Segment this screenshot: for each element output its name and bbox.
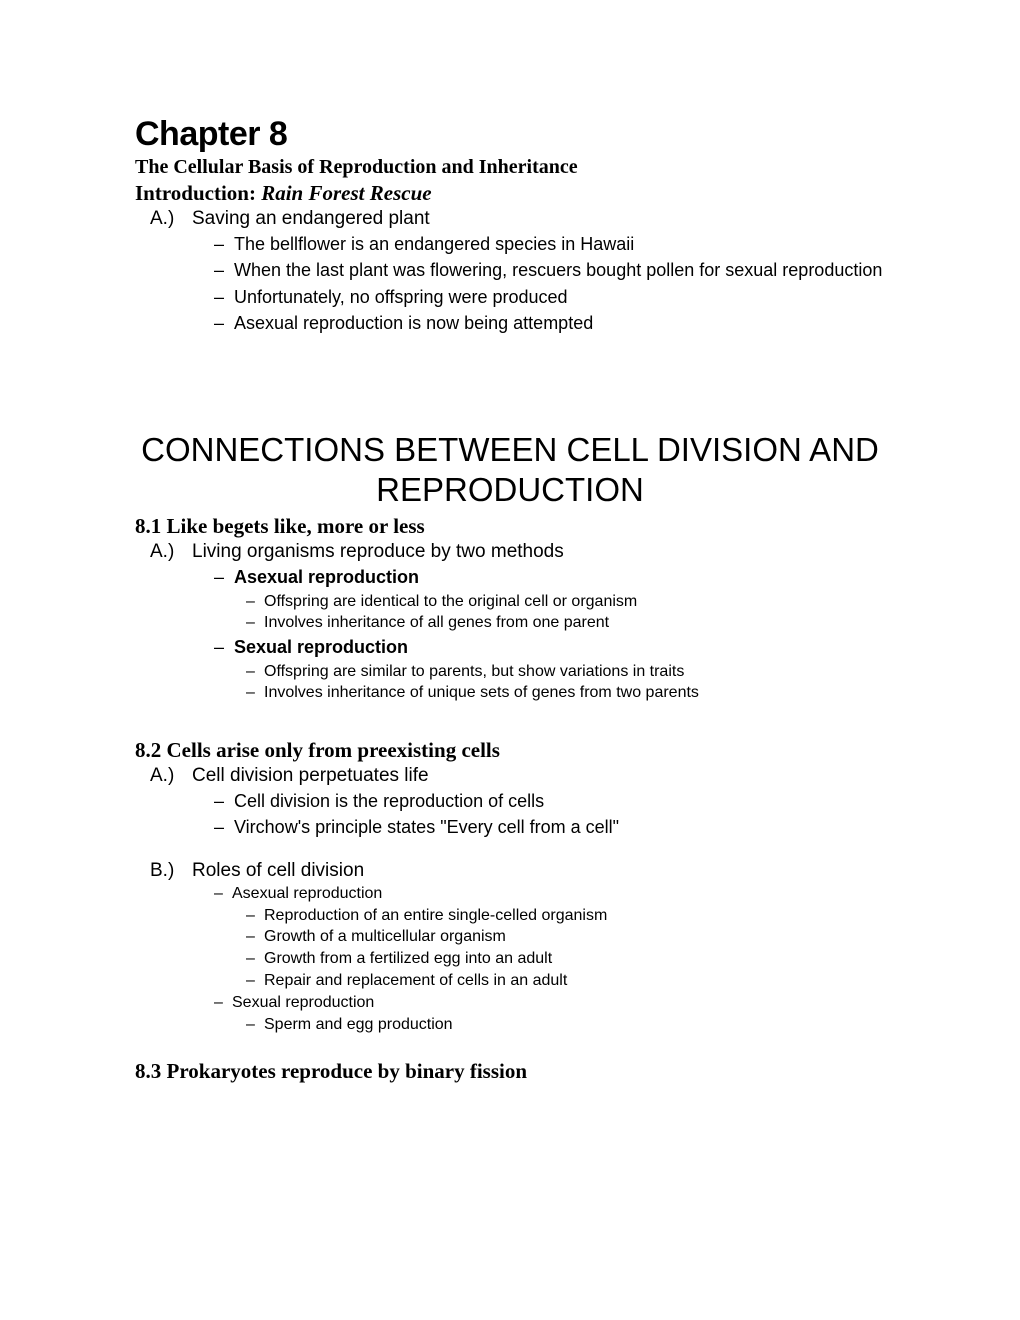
dash-icon: – [246, 1015, 264, 1036]
bullet-text: Sexual reproduction [232, 993, 374, 1014]
intro-list: A.) Saving an endangered plant –The bell… [135, 208, 885, 335]
list-marker: A.) [150, 208, 192, 230]
bullet-text: The bellflower is an endangered species … [234, 232, 634, 256]
sub-bullet-item: –Repair and replacement of cells in an a… [246, 971, 885, 992]
bullet-item: –Virchow's principle states "Every cell … [214, 815, 885, 839]
dash-icon: – [214, 884, 232, 905]
bullet-text: Asexual reproduction is now being attemp… [234, 311, 593, 335]
dash-icon: – [246, 592, 264, 613]
sub-bullet-text: Growth from a fertilized egg into an adu… [264, 949, 552, 970]
sub-bullet-item: –Offspring are identical to the original… [246, 592, 885, 613]
chapter-title: Chapter 8 [135, 115, 885, 154]
sub-bullet-text: Growth of a multicellular organism [264, 927, 506, 948]
list-item-A: A.) Living organisms reproduce by two me… [150, 541, 885, 563]
bullet-item: –The bellflower is an endangered species… [214, 232, 885, 256]
list-item-A: A.) Saving an endangered plant [150, 208, 885, 230]
bullet-text: Asexual reproduction [232, 884, 382, 905]
dash-icon: – [214, 232, 234, 256]
dash-icon: – [246, 971, 264, 992]
sub-bullet-item: –Sperm and egg production [246, 1015, 885, 1036]
chapter-subtitle: The Cellular Basis of Reproduction and I… [135, 156, 885, 179]
dash-icon: – [246, 927, 264, 948]
sub-bullet-text: Offspring are similar to parents, but sh… [264, 662, 684, 683]
s81-list: A.) Living organisms reproduce by two me… [135, 541, 885, 704]
bullet-item: –Asexual reproduction is now being attem… [214, 311, 885, 335]
spacer [150, 842, 885, 860]
bullet-item: –Sexual reproduction [214, 635, 885, 659]
dash-icon: – [214, 815, 234, 839]
s81-bullets: –Asexual reproduction –Offspring are ide… [214, 565, 885, 704]
dash-icon: – [246, 949, 264, 970]
list-text: Saving an endangered plant [192, 208, 430, 230]
bullet-text: Cell division is the reproduction of cel… [234, 789, 544, 813]
list-marker: A.) [150, 765, 192, 787]
intro-italic-title: Rain Forest Rescue [261, 181, 431, 205]
section-8-3-heading: 8.3 Prokaryotes reproduce by binary fiss… [135, 1059, 885, 1084]
sub-bullet-item: –Growth of a multicellular organism [246, 927, 885, 948]
sub-bullet-item: –Offspring are similar to parents, but s… [246, 662, 885, 683]
bullet-text: Virchow's principle states "Every cell f… [234, 815, 619, 839]
spacer [135, 1036, 885, 1054]
bullet-item: –Asexual reproduction [214, 565, 885, 589]
list-marker: A.) [150, 541, 192, 563]
sub-bullet-text: Reproduction of an entire single-celled … [264, 906, 607, 927]
list-text: Cell division perpetuates life [192, 765, 429, 787]
intro-bullets: –The bellflower is an endangered species… [214, 232, 885, 335]
sub-bullet-text: Sperm and egg production [264, 1015, 453, 1036]
dash-icon: – [214, 993, 232, 1014]
intro-label: Introduction: [135, 181, 261, 205]
intro-heading: Introduction: Rain Forest Rescue [135, 181, 885, 206]
main-section-heading: CONNECTIONS BETWEEN CELL DIVISION AND RE… [135, 430, 885, 509]
sub-bullet-item: –Growth from a fertilized egg into an ad… [246, 949, 885, 970]
spacer [135, 705, 885, 733]
list-marker: B.) [150, 860, 192, 882]
list-text: Living organisms reproduce by two method… [192, 541, 564, 563]
bullet-item: –When the last plant was flowering, resc… [214, 258, 885, 282]
bullet-item: –Unfortunately, no offspring were produc… [214, 285, 885, 309]
dash-icon: – [214, 311, 234, 335]
bullet-item: –Sexual reproduction [214, 993, 885, 1014]
sub-bullet-text: Involves inheritance of unique sets of g… [264, 683, 699, 704]
list-item-B: B.) Roles of cell division [150, 860, 885, 882]
sub-bullet-item: –Involves inheritance of all genes from … [246, 613, 885, 634]
bullet-text: When the last plant was flowering, rescu… [234, 258, 882, 282]
dash-icon: – [214, 258, 234, 282]
dash-icon: – [246, 683, 264, 704]
list-text: Roles of cell division [192, 860, 364, 882]
bullet-text-bold: Asexual reproduction [234, 565, 419, 589]
bullet-text-bold: Sexual reproduction [234, 635, 408, 659]
section-8-1-heading: 8.1 Like begets like, more or less [135, 514, 885, 539]
sub-bullet-item: –Involves inheritance of unique sets of … [246, 683, 885, 704]
dash-icon: – [214, 285, 234, 309]
dash-icon: – [214, 789, 234, 813]
dash-icon: – [246, 662, 264, 683]
s82-A-bullets: –Cell division is the reproduction of ce… [214, 789, 885, 840]
dash-icon: – [214, 635, 234, 659]
s82-list: A.) Cell division perpetuates life –Cell… [135, 765, 885, 1035]
s82-B-bullets: –Asexual reproduction –Reproduction of a… [214, 884, 885, 1036]
sub-bullet-item: –Reproduction of an entire single-celled… [246, 906, 885, 927]
dash-icon: – [246, 613, 264, 634]
sub-bullet-text: Involves inheritance of all genes from o… [264, 613, 609, 634]
sub-bullet-text: Repair and replacement of cells in an ad… [264, 971, 567, 992]
sub-bullet-text: Offspring are identical to the original … [264, 592, 637, 613]
bullet-text: Unfortunately, no offspring were produce… [234, 285, 568, 309]
list-item-A: A.) Cell division perpetuates life [150, 765, 885, 787]
section-8-2-heading: 8.2 Cells arise only from preexisting ce… [135, 738, 885, 763]
bullet-item: –Asexual reproduction [214, 884, 885, 905]
document-page: Chapter 8 The Cellular Basis of Reproduc… [0, 0, 1020, 1320]
dash-icon: – [246, 906, 264, 927]
dash-icon: – [214, 565, 234, 589]
bullet-item: –Cell division is the reproduction of ce… [214, 789, 885, 813]
